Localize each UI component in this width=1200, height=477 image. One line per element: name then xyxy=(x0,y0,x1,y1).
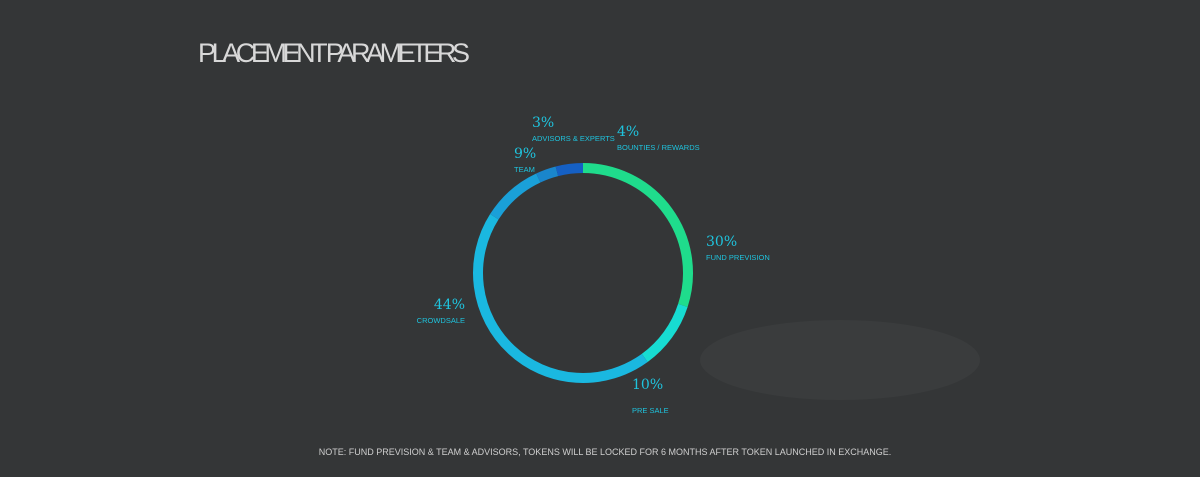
note: NOTE: FUND PREVISION & TEAM & ADVISORS, … xyxy=(319,447,891,457)
value-label: 10% xyxy=(632,377,663,393)
donut-segment xyxy=(490,173,541,220)
donut-segment xyxy=(555,163,584,177)
donut-segment xyxy=(641,303,688,362)
value-label: 44% xyxy=(434,297,465,313)
category-label: CROWDSALE xyxy=(417,316,465,325)
background-shape xyxy=(700,320,980,400)
value-label: 4% xyxy=(617,124,639,140)
category-label: ADVISORS & EXPERTS xyxy=(532,134,615,143)
category-label: BOUNTIES / REWARDS xyxy=(617,143,700,152)
donut-segment xyxy=(536,166,559,183)
category-label: FUND PREVISION xyxy=(706,253,770,262)
donut-segment xyxy=(473,214,648,383)
value-label: 9% xyxy=(514,146,536,162)
value-label: 30% xyxy=(706,234,737,250)
value-label: 3% xyxy=(532,115,554,131)
donut-segment xyxy=(582,163,693,307)
category-label: PRE SALE xyxy=(632,406,669,415)
chart-title: PLACEMENT PARAMETERS xyxy=(198,38,470,68)
category-label: TEAM xyxy=(514,165,535,174)
